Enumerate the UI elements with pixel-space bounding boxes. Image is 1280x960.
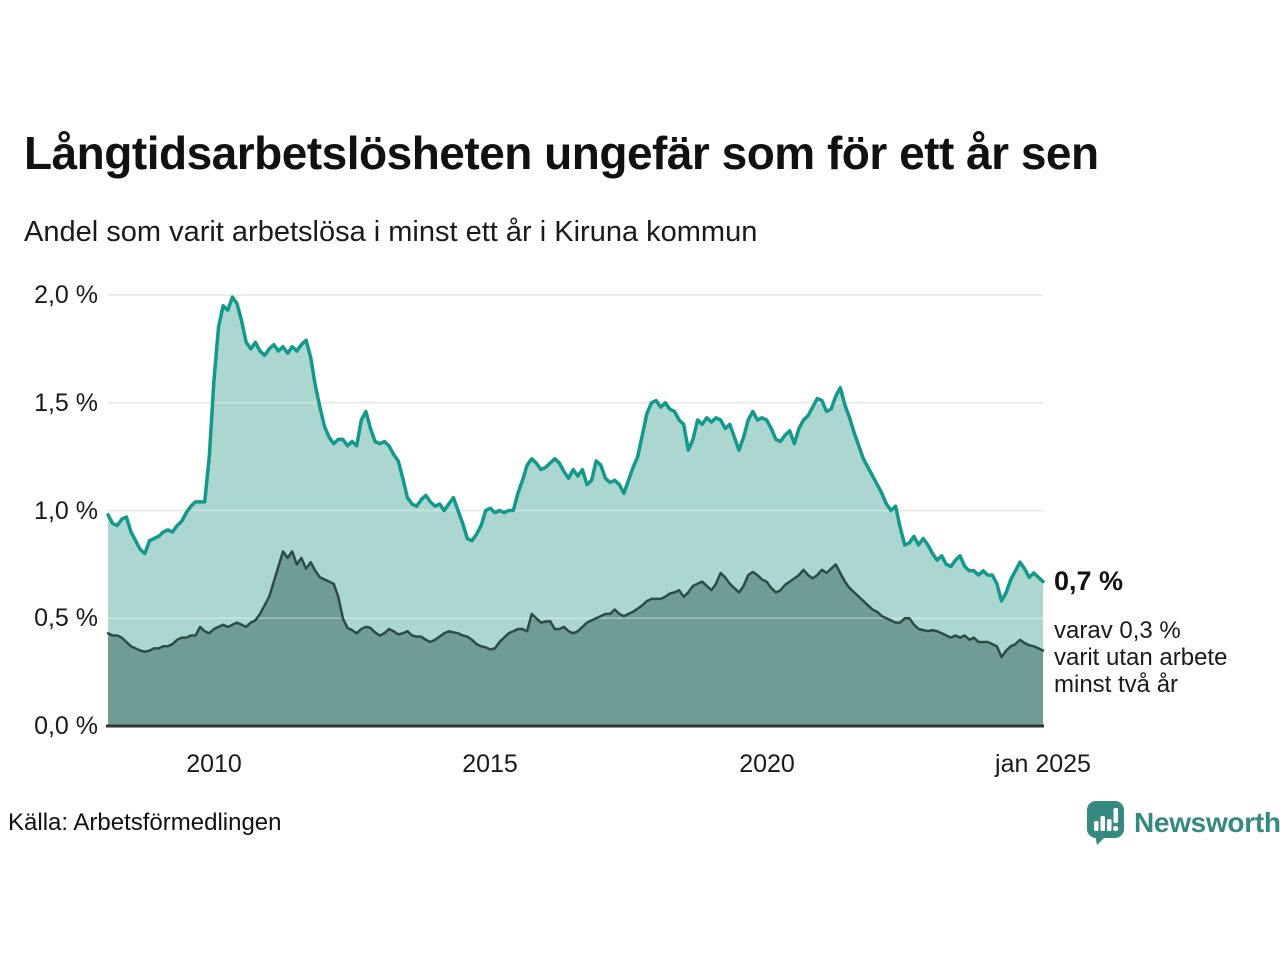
x-axis-tick-label: 2020 xyxy=(739,750,795,778)
y-axis-tick-label: 1,0 % xyxy=(34,496,98,525)
newsworthy-logo-text: Newsworthy xyxy=(1134,807,1280,838)
y-axis-tick-label: 0,5 % xyxy=(34,604,98,633)
annotation-detail-line: varav 0,3 % xyxy=(1054,617,1181,644)
chart-title: Långtidsarbetslösheten ungefär som för e… xyxy=(24,127,1099,179)
chart-subtitle: Andel som varit arbetslösa i minst ett å… xyxy=(24,216,758,248)
annotation-detail: varav 0,3 % varit utan arbete minst två … xyxy=(1054,617,1227,698)
line-one-year xyxy=(106,295,1045,603)
latest-value-label: 0,7 % xyxy=(1054,566,1124,596)
source-note: Källa: Arbetsförmedlingen xyxy=(8,809,282,836)
annotation-detail-line: varit utan arbete xyxy=(1054,644,1228,671)
newsworthy-logo: Newsworthy xyxy=(1086,800,1280,846)
area-fill-two-years xyxy=(108,551,1043,726)
x-axis-tick-label: 2015 xyxy=(462,750,518,778)
y-axis-tick-label: 1,5 % xyxy=(34,388,98,417)
annotation-detail-line: minst två år xyxy=(1054,671,1179,698)
newsworthy-speech-bubble-bar-chart-icon xyxy=(1087,801,1124,845)
line-two-years xyxy=(106,550,1045,659)
x-axis-tick-label: 2010 xyxy=(186,750,242,778)
y-axis-tick-label: 2,0 % xyxy=(34,281,98,309)
y-axis-tick-label: 0,0 % xyxy=(34,712,98,740)
x-axis-tick-label: jan 2025 xyxy=(995,750,1091,778)
